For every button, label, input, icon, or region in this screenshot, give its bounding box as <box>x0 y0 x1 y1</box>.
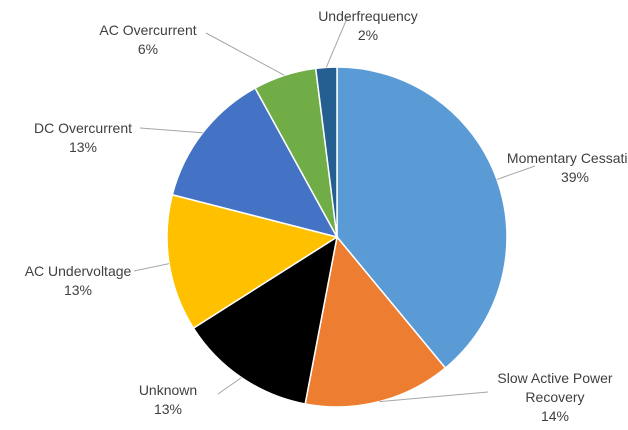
leader-line <box>325 15 349 68</box>
pie-slice <box>314 66 338 238</box>
pie-slice <box>192 235 339 405</box>
category-label: Unknown <box>138 382 198 398</box>
category-label: DC Overcurrent <box>33 120 133 136</box>
category-label: Slow Active Power Recovery <box>497 369 613 405</box>
leader-line <box>139 127 203 134</box>
value-label: 13% <box>153 401 183 417</box>
leader-line <box>496 165 536 180</box>
value-label: 13% <box>63 282 93 298</box>
category-label: AC Undervoltage <box>24 263 132 279</box>
slice-label: AC Undervoltage 13% <box>8 262 148 300</box>
value-label: 39% <box>560 169 590 185</box>
category-label: Underfrequency <box>318 8 418 24</box>
value-label: 13% <box>68 139 98 155</box>
leader-line <box>379 391 489 403</box>
value-label: 14% <box>540 407 570 424</box>
pie-slice <box>171 87 339 239</box>
category-label: Momentary Cessation <box>506 150 628 166</box>
slice-label: Underfrequency 2% <box>298 7 438 45</box>
pie-slice <box>166 193 339 330</box>
category-label: AC Overcurrent <box>99 22 197 38</box>
value-label: 6% <box>137 41 159 57</box>
value-label: 2% <box>357 27 379 43</box>
leader-line <box>205 32 285 76</box>
slice-label: Unknown 13% <box>98 381 238 419</box>
leader-line <box>217 377 242 395</box>
leader-line <box>133 263 170 272</box>
slice-label: AC Overcurrent 6% <box>78 21 218 59</box>
slice-label: Slow Active Power Recovery 14% <box>485 369 625 426</box>
slice-label: Momentary Cessation 39% <box>505 149 628 187</box>
pie-slice <box>304 235 447 408</box>
slice-label: DC Overcurrent 13% <box>13 119 153 157</box>
pie-slice <box>336 66 508 370</box>
